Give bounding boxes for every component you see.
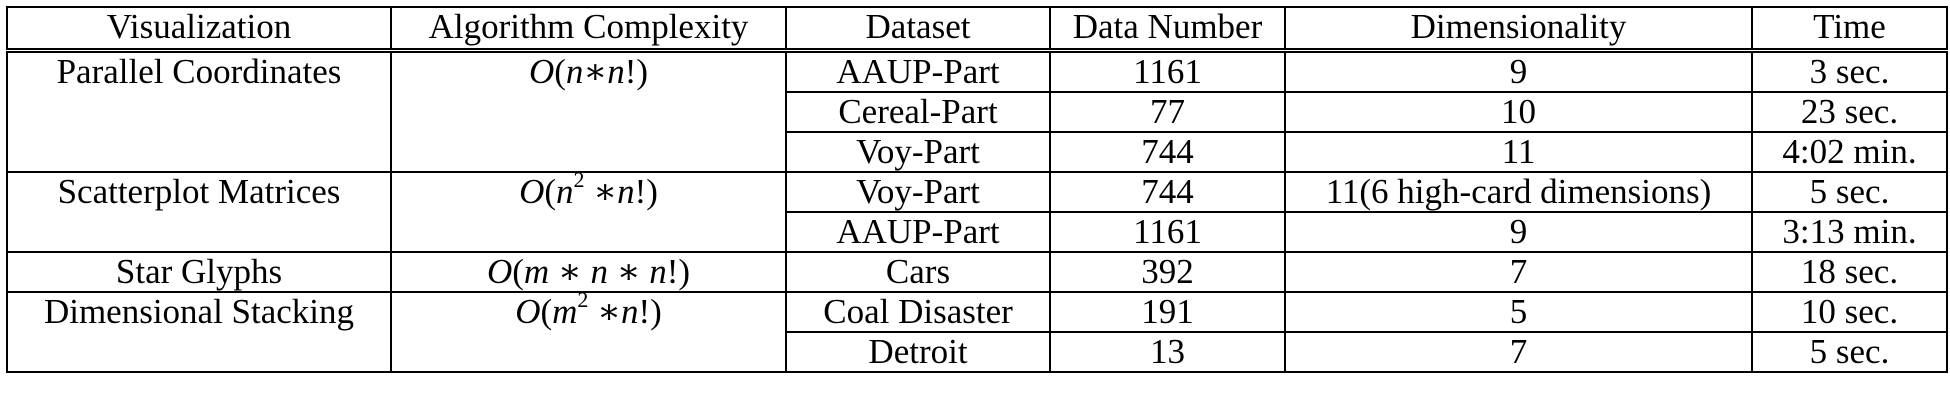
data-number-cell: 744 — [1049, 131, 1286, 173]
dimensionality-cell: 7 — [1284, 331, 1753, 373]
dimensionality-cell: 7 — [1284, 251, 1753, 293]
time-cell: 3 sec. — [1751, 49, 1948, 93]
dataset-cell: Cars — [785, 251, 1051, 293]
dataset-cell: AAUP-Part — [785, 211, 1051, 253]
dataset-cell: Cereal-Part — [785, 91, 1051, 133]
complexity-cell: O(n2 ∗n!) — [390, 169, 787, 253]
time-cell: 23 sec. — [1751, 91, 1948, 133]
visualization-cell: Parallel Coordinates — [6, 49, 392, 173]
time-cell: 5 sec. — [1751, 171, 1948, 213]
complexity-cell: O(m2 ∗n!) — [390, 289, 787, 373]
header-time: Time — [1751, 6, 1948, 53]
time-cell: 4:02 min. — [1751, 131, 1948, 173]
data-number-cell: 1161 — [1049, 211, 1286, 253]
dimensionality-cell: 5 — [1284, 291, 1753, 333]
header-data-number: Data Number — [1049, 6, 1286, 53]
table-row: AAUP-Part 1161 9 3:13 min. — [7, 211, 1948, 253]
table-row: Dimensional Stacking O(m2 ∗n!) Coal Disa… — [6, 289, 1948, 373]
dataset-cell: Detroit — [785, 331, 1051, 373]
table-row: Scatterplot Matrices O(n2 ∗n!) Voy-Part … — [6, 169, 1948, 253]
data-number-cell: 392 — [1049, 251, 1286, 293]
complexity-cell: O(n∗n!) — [390, 49, 787, 173]
visualization-cell: Scatterplot Matrices — [6, 171, 392, 253]
dimensionality-cell: 10 — [1284, 91, 1753, 133]
data-number-cell: 191 — [1049, 291, 1286, 333]
header-row: Visualization Algorithm Complexity Datas… — [6, 6, 1948, 53]
data-number-cell: 77 — [1049, 91, 1286, 133]
visualization-cell: Star Glyphs — [6, 251, 392, 293]
dataset-cell: Voy-Part — [785, 171, 1051, 213]
header-algorithm-complexity: Algorithm Complexity — [390, 6, 787, 53]
table-body: Parallel Coordinates O(n∗n!) AAUP-Part 1… — [6, 49, 1948, 373]
table-row: Detroit 13 7 5 sec. — [7, 331, 1948, 373]
table-row: Cereal-Part 77 10 23 sec. — [7, 91, 1948, 133]
dimensionality-cell: 11 — [1284, 131, 1753, 173]
dimensionality-cell: 9 — [1284, 49, 1753, 93]
table-header: Visualization Algorithm Complexity Datas… — [6, 6, 1948, 53]
time-cell: 18 sec. — [1751, 251, 1948, 293]
time-cell: 5 sec. — [1751, 331, 1948, 373]
table-row: Star Glyphs O(m ∗ n ∗ n!) Cars 392 7 18 … — [6, 251, 1948, 293]
results-table: Visualization Algorithm Complexity Datas… — [6, 6, 1948, 373]
dimensionality-cell: 9 — [1284, 211, 1753, 253]
data-number-cell: 744 — [1049, 171, 1286, 213]
time-cell: 10 sec. — [1751, 291, 1948, 333]
table-row: Voy-Part 744 11 4:02 min. — [7, 131, 1948, 173]
data-number-cell: 13 — [1049, 331, 1286, 373]
dataset-cell: AAUP-Part — [785, 49, 1051, 93]
data-number-cell: 1161 — [1049, 49, 1286, 93]
header-dimensionality: Dimensionality — [1284, 6, 1753, 53]
dataset-cell: Coal Disaster — [785, 291, 1051, 333]
header-dataset: Dataset — [785, 6, 1051, 53]
header-visualization: Visualization — [6, 6, 392, 53]
time-cell: 3:13 min. — [1751, 211, 1948, 253]
dimensionality-cell: 11(6 high-card dimensions) — [1284, 171, 1753, 213]
dataset-cell: Voy-Part — [785, 131, 1051, 173]
complexity-cell: O(m ∗ n ∗ n!) — [390, 251, 787, 293]
table-row: Parallel Coordinates O(n∗n!) AAUP-Part 1… — [6, 49, 1948, 173]
visualization-cell: Dimensional Stacking — [6, 291, 392, 373]
